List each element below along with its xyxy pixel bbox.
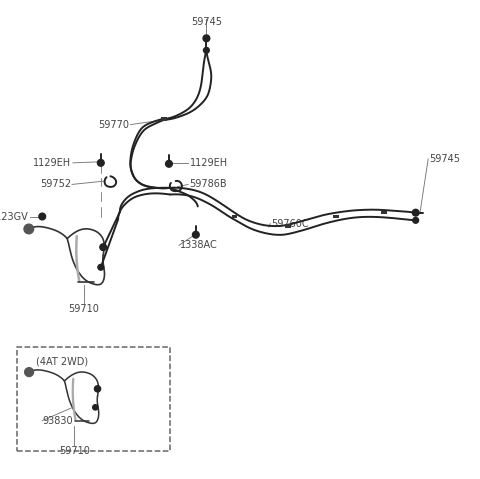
Text: 59745: 59745: [191, 17, 222, 27]
Circle shape: [93, 405, 98, 410]
Text: 59710: 59710: [59, 446, 90, 456]
Circle shape: [413, 217, 419, 223]
Text: 59745: 59745: [430, 154, 461, 164]
Circle shape: [192, 231, 199, 238]
Bar: [285, 225, 291, 228]
Text: 1123GV: 1123GV: [0, 212, 29, 221]
Bar: [333, 215, 339, 218]
Circle shape: [97, 160, 104, 166]
Text: 1338AC: 1338AC: [180, 240, 218, 250]
Circle shape: [39, 213, 46, 220]
Circle shape: [100, 244, 107, 251]
Text: (4AT 2WD): (4AT 2WD): [36, 357, 88, 366]
Circle shape: [95, 386, 101, 392]
Text: 59786B: 59786B: [190, 180, 227, 189]
Bar: [17, 347, 170, 451]
Circle shape: [204, 47, 209, 53]
Circle shape: [203, 35, 210, 42]
Circle shape: [98, 264, 104, 270]
Text: 59752: 59752: [40, 180, 71, 189]
Text: 1129EH: 1129EH: [33, 158, 71, 168]
Circle shape: [24, 224, 34, 234]
Text: 59760C: 59760C: [271, 219, 309, 228]
Text: 59710: 59710: [69, 304, 99, 314]
Circle shape: [166, 160, 172, 167]
Text: 1129EH: 1129EH: [190, 158, 228, 168]
Text: 93830: 93830: [42, 416, 73, 425]
Text: 59770: 59770: [98, 120, 130, 129]
Circle shape: [412, 209, 419, 216]
Circle shape: [24, 368, 34, 376]
Bar: [231, 215, 237, 218]
Bar: [161, 117, 168, 121]
Bar: [382, 211, 387, 215]
